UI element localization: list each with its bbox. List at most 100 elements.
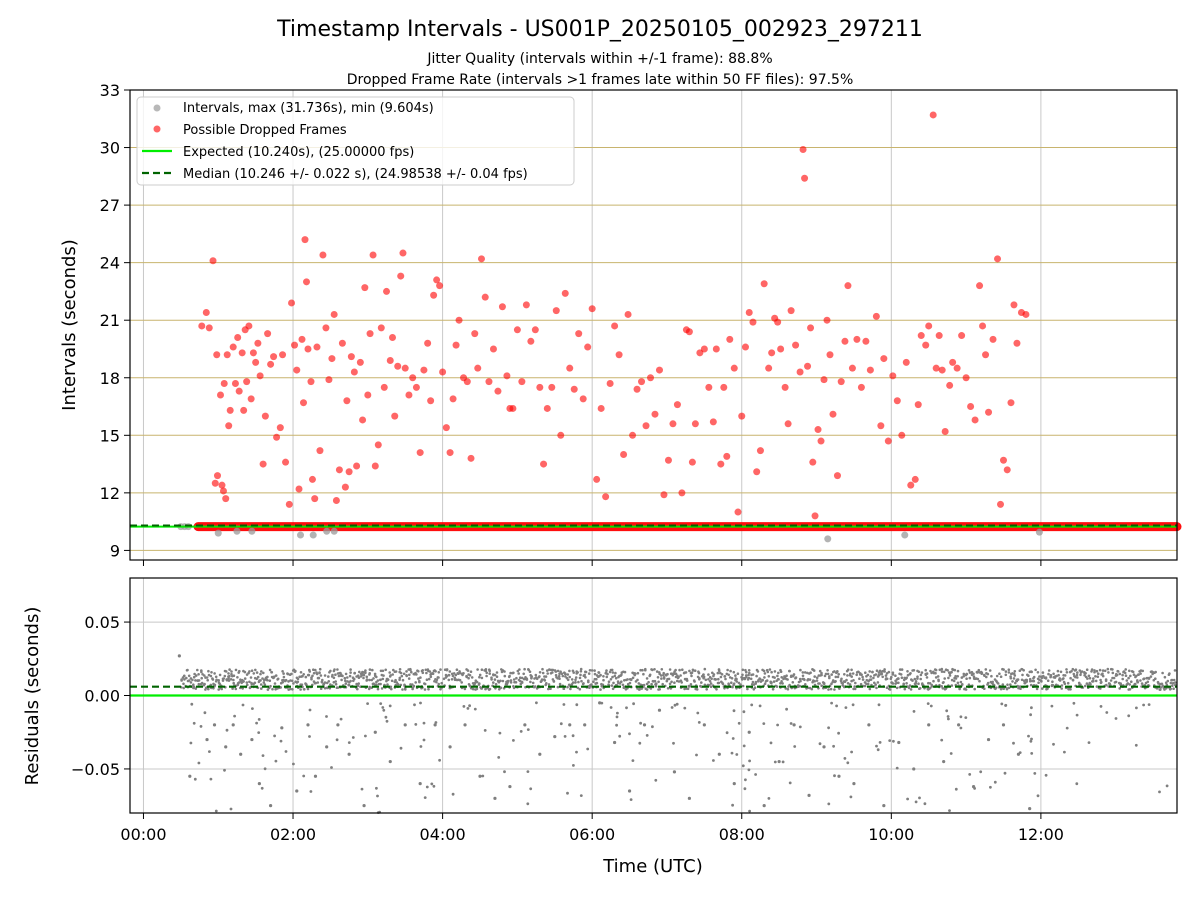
residual-scatter-point-156 [731,737,735,740]
residual-scatter-point-18 [741,764,745,768]
residual-band-point-175 [273,682,277,685]
residual-band-point-1600 [1032,679,1036,683]
residual-band-point-1606 [1035,687,1039,691]
dropped-frame-point-131 [584,343,592,351]
residual-band-point-985 [705,688,708,691]
residual-band-point-1724 [1098,668,1102,672]
residual-band-point-1365 [907,686,911,690]
residual-band-point-41 [200,681,204,685]
residual-band-point-512 [451,674,455,678]
residual-band-point-1061 [744,674,748,677]
residual-band-point-300 [340,678,343,682]
residual-band-point-1697 [1084,672,1087,675]
residual-band-point-590 [493,673,497,677]
residual-band-point-914 [666,687,670,690]
dropped-frame-point-121 [540,460,548,468]
residual-band-point-428 [407,677,411,680]
dropped-frame-point-135 [602,493,610,501]
dropped-frame-point-164 [723,452,731,460]
residual-band-point-1764 [1121,673,1124,677]
residual-scatter-point-51 [1065,726,1069,730]
residual-band-point-1116 [776,674,779,678]
residual-scatter-point-145 [696,711,700,715]
residual-outlier-point-48 [822,745,826,749]
residual-band-point-1190 [813,680,816,683]
residual-band-point-1012 [719,675,723,679]
residual-band-point-548 [470,676,474,679]
residual-scatter-point-138 [785,707,788,711]
residual-scatter-point-50 [1030,706,1033,710]
residual-band-point-760 [584,670,588,674]
residual-band-point-414 [401,678,405,682]
residual-band-point-542 [468,674,472,677]
residual-band-point-767 [588,686,591,689]
residual-band-point-593 [495,675,499,678]
dropped-frame-point-205 [866,366,874,374]
residual-band-point-1197 [818,682,821,685]
residual-band-point-1759 [1118,672,1122,676]
residual-band-point-818 [614,676,618,680]
residual-band-point-385 [384,668,388,672]
residual-band-point-432 [410,670,413,674]
residual-band-point-701 [552,679,556,683]
residual-outlier-point-43 [747,730,751,734]
residual-scatter-point-193 [360,787,364,791]
residual-band-point-1717 [1095,669,1099,673]
residual-band-point-280 [329,683,332,686]
residual-band-point-905 [661,682,664,686]
residual-band-point-1422 [938,668,942,672]
residual-band-point-1553 [1007,668,1011,671]
residual-band-point-1366 [908,684,912,687]
residual-band-point-758 [584,676,587,679]
dropped-frame-point-26 [252,358,260,366]
residual-band-point-350 [365,678,369,681]
residual-band-point-1193 [815,676,819,679]
residual-band-point-214 [293,670,297,674]
residual-band-point-1716 [1095,685,1099,688]
residual-band-point-1589 [1027,674,1030,677]
residual-band-point-1347 [898,668,902,671]
residual-outlier-point-49 [837,774,841,778]
residual-scatter-point-131 [993,780,997,784]
dropped-frame-point-108 [485,378,493,386]
residual-band-point-940 [680,681,683,684]
residual-scatter-point-73 [438,758,441,762]
residual-outlier-point-52 [882,804,886,808]
dropped-frame-point-28 [256,372,264,380]
residual-band-point-1474 [965,672,969,676]
residual-band-point-950 [685,679,689,682]
residual-band-point-274 [325,681,329,685]
residual-band-point-1142 [788,669,791,673]
residual-band-point-438 [414,681,418,684]
residual-scatter-point-168 [732,709,736,713]
residual-band-point-51 [207,669,210,673]
residual-scatter-point-192 [625,706,628,710]
dropped-frame-point-75 [377,324,385,332]
residual-band-point-1536 [999,687,1003,691]
dropped-frame-point-120 [536,383,544,391]
residual-outlier-point-27 [508,784,512,789]
residual-band-point-1682 [1076,671,1079,674]
residual-band-point-1186 [812,669,816,672]
residual-band-point-434 [411,683,414,686]
residual-band-point-1389 [920,671,924,674]
residual-band-point-655 [528,670,532,673]
residual-outlier-point-24 [463,723,467,727]
dropped-frame-point-185 [799,145,807,153]
dropped-frame-point-86 [409,374,417,382]
residual-band-point-1359 [905,682,908,685]
residual-band-point-626 [512,686,516,690]
dropped-frame-point-98 [449,395,457,403]
residual-scatter-point-116 [229,807,233,811]
residual-band-point-3 [182,686,185,690]
residual-band-point-2 [180,679,183,682]
residual-band-point-1637 [1051,684,1055,687]
legend-entry-dropped: Possible Dropped Frames [183,123,347,138]
residual-scatter-point-162 [750,703,754,707]
residual-band-point-1170 [803,671,807,674]
residual-band-point-1023 [726,668,729,672]
residual-scatter-point-87 [850,750,853,754]
dropped-frame-point-145 [647,374,655,382]
residual-band-point-1043 [735,680,738,683]
residual-band-point-896 [657,680,660,684]
